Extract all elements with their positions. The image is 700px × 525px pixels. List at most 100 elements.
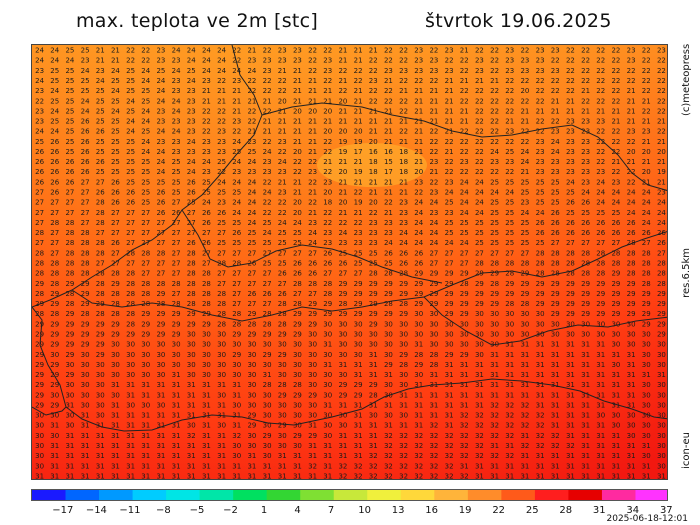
temperature-value: 32 <box>384 442 393 450</box>
temperature-value: 22 <box>596 148 605 156</box>
temperature-value: 22 <box>596 57 605 65</box>
temperature-value: 23 <box>505 47 514 55</box>
temperature-value: 30 <box>354 330 363 338</box>
temperature-value: 23 <box>247 168 256 176</box>
temperature-value: 24 <box>399 229 408 237</box>
temperature-value: 21 <box>384 138 393 146</box>
temperature-value: 28 <box>217 310 226 318</box>
temperature-value: 31 <box>369 361 378 369</box>
temperature-value: 25 <box>81 77 90 85</box>
temperature-value: 30 <box>505 310 514 318</box>
temperature-value: 22 <box>642 57 651 65</box>
temperature-value: 25 <box>475 239 484 247</box>
temperature-value: 21 <box>399 87 408 95</box>
temperature-value: 22 <box>566 57 575 65</box>
temperature-value: 25 <box>263 239 272 247</box>
temperature-value: 27 <box>81 209 90 217</box>
temperature-value: 30 <box>202 341 211 349</box>
temperature-value: 23 <box>490 158 499 166</box>
temperature-value: 28 <box>35 260 44 268</box>
colorbar-tick-label: 4 <box>294 505 301 516</box>
temperature-value: 18 <box>399 168 408 176</box>
colorbar-segment <box>300 490 335 500</box>
temperature-value: 29 <box>354 381 363 389</box>
temperature-value: 30 <box>293 412 302 420</box>
temperature-value: 31 <box>126 462 135 470</box>
temperature-value: 21 <box>308 87 317 95</box>
temperature-value: 22 <box>354 67 363 75</box>
temperature-value: 31 <box>460 361 469 369</box>
temperature-value: 25 <box>65 148 74 156</box>
temperature-value: 28 <box>156 300 165 308</box>
temperature-value: 22 <box>429 138 438 146</box>
temperature-value: 25 <box>111 158 120 166</box>
temperature-value: 31 <box>536 351 545 359</box>
temperature-value: 29 <box>354 280 363 288</box>
temperature-value: 30 <box>141 351 150 359</box>
temperature-value: 22 <box>657 87 666 95</box>
temperature-value: 30 <box>354 320 363 328</box>
temperature-value: 24 <box>141 148 150 156</box>
temperature-value: 22 <box>581 57 590 65</box>
temperature-value: 22 <box>247 87 256 95</box>
temperature-value: 22 <box>551 118 560 126</box>
temperature-value: 19 <box>354 168 363 176</box>
temperature-value: 29 <box>293 320 302 328</box>
temperature-value: 26 <box>323 260 332 268</box>
temperature-value: 24 <box>141 77 150 85</box>
temperature-value: 22 <box>278 199 287 207</box>
temperature-value: 27 <box>141 270 150 278</box>
temperature-value: 30 <box>111 351 120 359</box>
temperature-value: 22 <box>490 57 499 65</box>
temperature-value: 31 <box>475 401 484 409</box>
temperature-value: 24 <box>642 199 651 207</box>
temperature-value: 30 <box>126 341 135 349</box>
temperature-value: 27 <box>217 229 226 237</box>
temperature-value: 26 <box>126 199 135 207</box>
temperature-value: 24 <box>263 148 272 156</box>
temperature-value: 24 <box>217 67 226 75</box>
temperature-value: 31 <box>263 371 272 379</box>
timestamp: 2025-06-18-12:01 <box>606 514 689 524</box>
temperature-value: 24 <box>141 138 150 146</box>
temperature-value: 31 <box>611 351 620 359</box>
temperature-value: 27 <box>551 239 560 247</box>
temperature-value: 31 <box>293 462 302 470</box>
temperature-value: 31 <box>566 371 575 379</box>
temperature-value: 26 <box>156 209 165 217</box>
temperature-value: 22 <box>445 57 454 65</box>
temperature-value: 27 <box>111 249 120 257</box>
temperature-value: 29 <box>263 432 272 440</box>
temperature-value: 31 <box>627 351 636 359</box>
temperature-value: 29 <box>642 310 651 318</box>
temperature-value: 28 <box>520 300 529 308</box>
temperature-value: 22 <box>429 148 438 156</box>
temperature-value: 22 <box>308 67 317 75</box>
temperature-value: 30 <box>627 422 636 430</box>
temperature-value: 21 <box>369 189 378 197</box>
temperature-value: 24 <box>338 229 347 237</box>
temperature-value: 31 <box>566 462 575 470</box>
temperature-value: 24 <box>278 219 287 227</box>
temperature-value: 30 <box>263 341 272 349</box>
temperature-value: 24 <box>581 189 590 197</box>
forecast-date: štvrtok 19.06.2025 <box>425 10 612 32</box>
temperature-value: 23 <box>263 57 272 65</box>
temperature-value: 31 <box>611 391 620 399</box>
temperature-value: 27 <box>308 249 317 257</box>
temperature-value: 18 <box>369 158 378 166</box>
temperature-value: 27 <box>141 229 150 237</box>
temperature-value: 27 <box>323 270 332 278</box>
temperature-value: 26 <box>50 168 59 176</box>
temperature-value: 30 <box>217 422 226 430</box>
temperature-value: 21 <box>642 158 651 166</box>
temperature-value: 21 <box>293 97 302 105</box>
colorbar-segment <box>65 490 100 500</box>
temperature-value: 28 <box>96 199 105 207</box>
temperature-value: 32 <box>414 452 423 460</box>
temperature-value: 20 <box>642 148 651 156</box>
temperature-value: 31 <box>141 442 150 450</box>
temperature-value: 30 <box>247 442 256 450</box>
colorbar-tick-label: 37 <box>659 505 673 516</box>
temperature-value: 26 <box>81 138 90 146</box>
